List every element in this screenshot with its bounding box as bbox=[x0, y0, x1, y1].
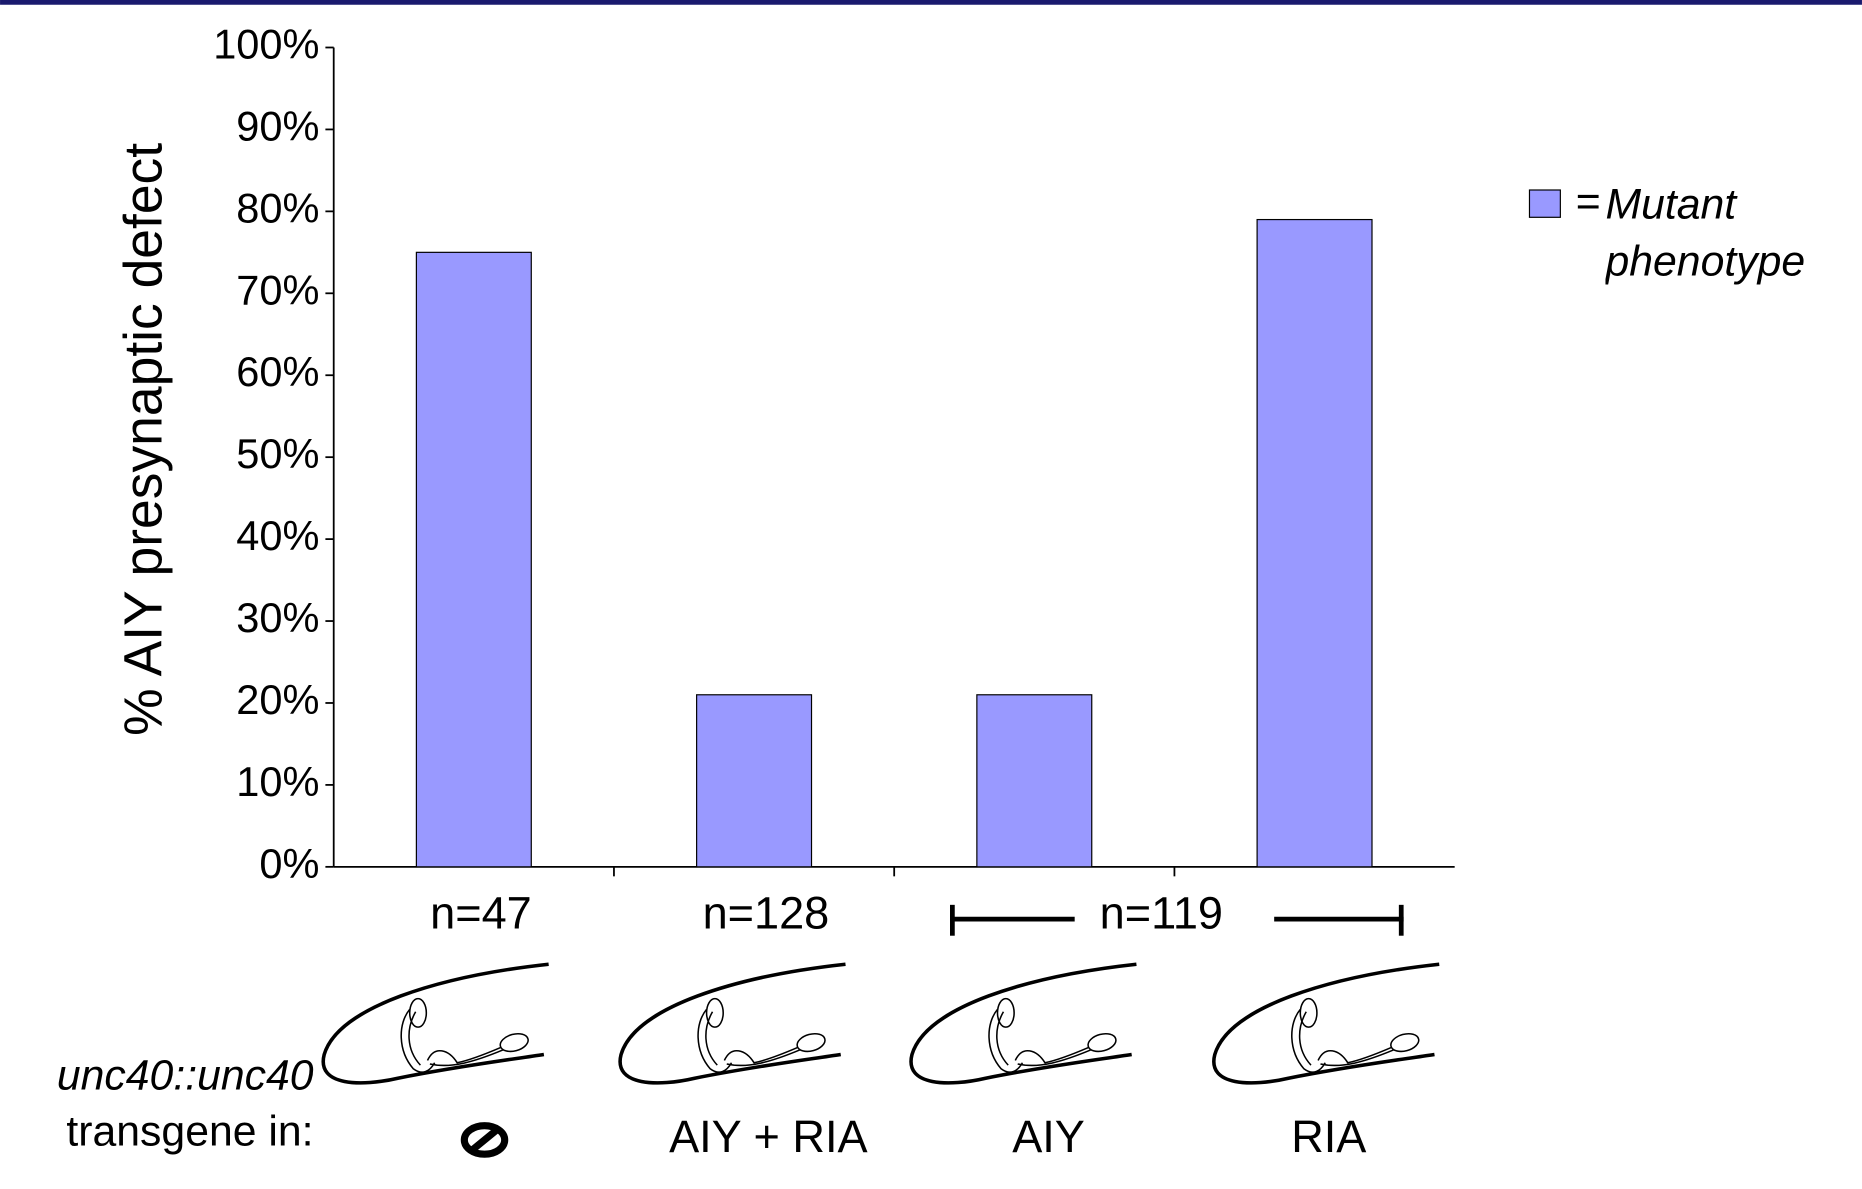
legend-label: Mutant phenotype bbox=[1605, 176, 1848, 290]
sample-size: n=128 bbox=[703, 888, 830, 939]
y-axis-title: % AIY presynaptic defect bbox=[114, 143, 173, 736]
worm-diagrams bbox=[323, 964, 1439, 1083]
row-label: transgene in: bbox=[66, 1107, 313, 1155]
y-tick-label: 50% bbox=[236, 430, 319, 477]
bar bbox=[697, 695, 812, 867]
x-tick-label: RIA bbox=[1291, 1111, 1366, 1162]
y-tick-label: 60% bbox=[236, 348, 319, 395]
aiy-soma bbox=[795, 1031, 827, 1054]
aiy-soma bbox=[1389, 1031, 1421, 1054]
ria-soma bbox=[707, 999, 724, 1027]
none-symbol bbox=[464, 1126, 504, 1154]
page: {"chart_data": {"type": "bar", "y_axis_l… bbox=[0, 0, 1862, 1189]
y-tick-label: 70% bbox=[236, 266, 319, 313]
ria-soma bbox=[410, 999, 427, 1027]
sample-size: n=119 bbox=[1100, 888, 1223, 939]
worm bbox=[323, 964, 548, 1083]
y-tick-label: 80% bbox=[236, 184, 319, 231]
worm bbox=[620, 964, 845, 1083]
x-tick-label: AIY bbox=[1012, 1111, 1085, 1162]
ria-soma bbox=[1300, 999, 1317, 1027]
legend-symbol: = bbox=[1576, 178, 1601, 226]
sample-size: n=47 bbox=[430, 888, 532, 939]
worm bbox=[911, 964, 1136, 1083]
chart: % AIY presynaptic defect n=47 n=128 n=11… bbox=[0, 0, 1862, 1189]
y-tick-label: 10% bbox=[236, 758, 319, 805]
aiy-soma bbox=[1086, 1031, 1118, 1054]
ria-soma bbox=[997, 999, 1014, 1027]
bar bbox=[416, 252, 531, 867]
y-tick-label: 100% bbox=[213, 20, 319, 67]
top-bar bbox=[0, 0, 1862, 5]
row-label: unc40::unc40 bbox=[57, 1052, 314, 1100]
aiy-soma bbox=[498, 1031, 530, 1054]
legend-box: Mutant phenotype bbox=[1605, 176, 1848, 295]
y-tick-label: 0% bbox=[259, 840, 319, 887]
worm bbox=[1214, 964, 1439, 1083]
y-tick-label: 30% bbox=[236, 594, 319, 641]
x-tick-label: AIY + RIA bbox=[669, 1111, 868, 1162]
bar bbox=[1257, 220, 1372, 867]
bar bbox=[977, 695, 1092, 867]
legend-swatch bbox=[1529, 190, 1560, 217]
y-tick-label: 40% bbox=[236, 512, 319, 559]
y-tick-label: 90% bbox=[236, 102, 319, 149]
y-tick-label: 20% bbox=[236, 676, 319, 723]
